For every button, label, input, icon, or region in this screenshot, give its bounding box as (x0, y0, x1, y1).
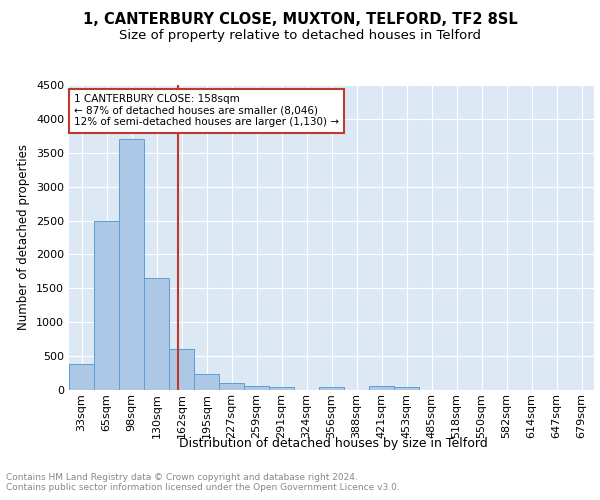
Text: 1 CANTERBURY CLOSE: 158sqm
← 87% of detached houses are smaller (8,046)
12% of s: 1 CANTERBURY CLOSE: 158sqm ← 87% of deta… (74, 94, 339, 128)
Bar (94, 220, 119, 390)
Bar (169, 350, 194, 390)
Bar (394, 386, 419, 390)
Bar (194, 374, 219, 390)
Bar (244, 386, 269, 390)
Bar (319, 386, 344, 390)
Bar (119, 139, 144, 390)
Bar (144, 278, 169, 390)
Bar (69, 364, 94, 390)
Bar (269, 386, 294, 390)
Bar (369, 386, 394, 390)
Text: Distribution of detached houses by size in Telford: Distribution of detached houses by size … (179, 438, 487, 450)
Bar (219, 382, 244, 390)
Text: Size of property relative to detached houses in Telford: Size of property relative to detached ho… (119, 29, 481, 42)
Text: 1, CANTERBURY CLOSE, MUXTON, TELFORD, TF2 8SL: 1, CANTERBURY CLOSE, MUXTON, TELFORD, TF… (83, 12, 517, 28)
Text: Contains HM Land Registry data © Crown copyright and database right 2024.
Contai: Contains HM Land Registry data © Crown c… (6, 472, 400, 492)
Y-axis label: Number of detached properties: Number of detached properties (17, 144, 31, 330)
